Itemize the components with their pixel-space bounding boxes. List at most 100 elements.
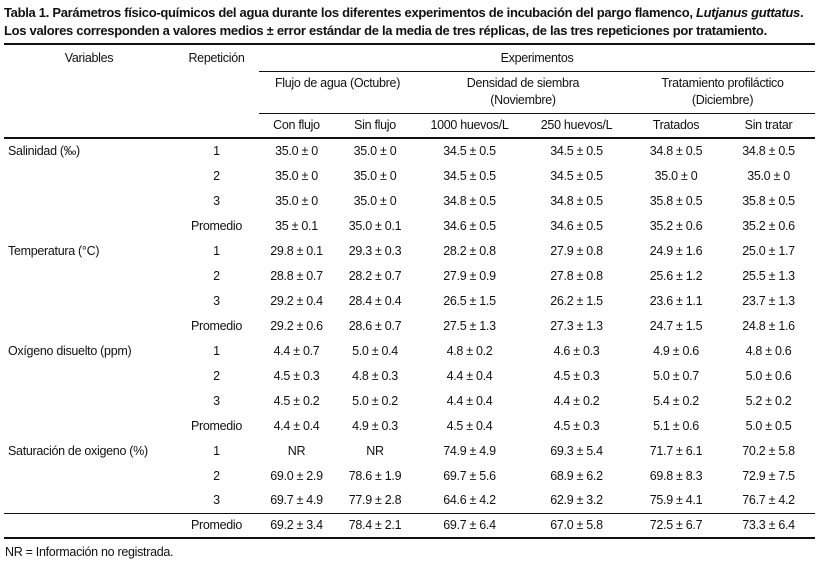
value-cell: 35.8 ± 0.5 [742, 193, 795, 208]
value-cell: 24.8 ± 1.6 [742, 318, 795, 333]
value-cell: 74.9 ± 4.9 [443, 443, 496, 458]
physico-chemical-parameters-table: Variables Repetición Experimentos Flujo … [4, 43, 816, 539]
repetition-label: 1 [213, 144, 220, 158]
value-cell: 34.8 ± 0.5 [443, 193, 496, 208]
value-cell: 4.6 ± 0.3 [553, 343, 600, 358]
variable-label: Saturación de oxigeno (%) [8, 443, 148, 458]
variable-label: Salinidad (‰) [8, 144, 80, 158]
table-row: 2 28.8 ± 0.7 28.2 ± 0.7 27.9 ± 0.9 27.8 ± 0.… [4, 263, 815, 288]
value-cell: 29.2 ± 0.4 [270, 293, 323, 308]
repetition-label: 3 [213, 193, 220, 208]
repetition-label: 2 [213, 168, 220, 183]
table-row: Promedio 35 ± 0.1 35.0 ± 0.1 34.6 ± 0.5 34.6… [4, 213, 815, 238]
value-cell: 4.4 ± 0.4 [446, 393, 493, 408]
variable-label [4, 188, 174, 213]
value-cell: 28.6 ± 0.7 [348, 318, 402, 333]
column-header-sin-flujo: Sin flujo [334, 113, 416, 139]
value-cell: 34.6 ± 0.5 [550, 218, 603, 233]
value-cell: 5.0 ± 0.4 [352, 343, 398, 358]
value-cell: 73.3 ± 6.4 [722, 512, 816, 538]
value-cell: 5.0 ± 0.6 [745, 368, 792, 383]
group-label-line2: (Noviembre) [490, 92, 556, 107]
value-cell: 69.7 ± 5.6 [443, 468, 496, 483]
repetition-label: 3 [213, 293, 220, 308]
repetition-label: Promedio [190, 418, 243, 433]
value-cell: 28.4 ± 0.4 [348, 293, 402, 308]
variable-label: Oxígeno disuelto (ppm) [8, 343, 132, 358]
value-cell: 5.0 ± 0.7 [653, 368, 699, 383]
value-cell: 23.7 ± 1.3 [742, 293, 795, 308]
table-body: Salinidad (‰) 1 35.0 ± 0 35.0 ± 0 34.5 ± 0.5… [4, 138, 816, 538]
column-header-con-flujo: Con flujo [259, 113, 334, 139]
value-cell: 25.6 ± 1.2 [649, 268, 703, 283]
value-cell: 27.5 ± 1.3 [443, 318, 496, 333]
variable-label [4, 363, 174, 388]
value-cell: 69.7 ± 4.9 [270, 493, 323, 508]
value-cell: 35.0 ± 0 [275, 144, 318, 158]
repetition-label: Promedio [174, 512, 259, 538]
value-cell: 4.4 ± 0.4 [446, 368, 493, 383]
variable-label [4, 512, 174, 538]
value-cell: 4.5 ± 0.4 [446, 418, 493, 433]
value-cell: 72.5 ± 6.7 [630, 512, 722, 538]
value-cell: 4.9 ± 0.3 [352, 418, 398, 433]
group-label-line1: Flujo de agua (Octubre) [274, 75, 401, 90]
value-cell: 26.5 ± 1.5 [443, 293, 496, 308]
column-header-repeticion: Repetición [188, 51, 245, 65]
column-header-tratados: Tratados [630, 113, 722, 139]
value-cell: 4.4 ± 0.2 [553, 393, 600, 408]
table-row: 2 4.5 ± 0.3 4.8 ± 0.3 4.4 ± 0.4 4.5 ± 0.3 5.0… [4, 363, 815, 388]
value-cell: 76.7 ± 4.2 [742, 493, 795, 508]
table-row: Promedio 69.2 ± 3.4 78.4 ± 2.1 69.7 ± 6.4 67… [4, 512, 816, 538]
header-spacer [4, 113, 259, 139]
caption-line2: Los valores corresponden a valores medio… [4, 23, 767, 38]
variable-label [4, 463, 174, 488]
value-cell: 34.8 ± 0.5 [550, 193, 603, 208]
value-cell: 72.9 ± 7.5 [742, 468, 795, 483]
value-cell: 34.5 ± 0.5 [443, 144, 496, 158]
value-cell: 4.5 ± 0.3 [553, 368, 600, 383]
header-row-columns: Con flujo Sin flujo 1000 huevos/L 250 hu… [4, 113, 816, 139]
variable-label [4, 388, 174, 413]
value-cell: 69.7 ± 6.4 [416, 512, 523, 538]
variable-label: Temperatura (°C) [8, 243, 100, 258]
value-cell: 27.8 ± 0.8 [550, 268, 603, 283]
value-cell: 4.4 ± 0.4 [273, 418, 320, 433]
value-cell: 27.9 ± 0.9 [443, 268, 496, 283]
variable-label [4, 163, 174, 188]
value-cell: 78.6 ± 1.9 [348, 468, 402, 483]
group-header-flujo-de-agua: Flujo de agua (Octubre) [259, 71, 416, 114]
value-cell: 25.0 ± 1.7 [742, 243, 795, 258]
value-cell: 28.8 ± 0.7 [270, 268, 323, 283]
group-header-densidad-de-siembra: Densidad de siembra (Noviembre) [416, 71, 630, 114]
value-cell: 75.9 ± 4.1 [649, 493, 703, 508]
repetition-label: Promedio [190, 318, 243, 333]
value-cell: 34.5 ± 0.5 [550, 144, 603, 158]
value-cell: 70.2 ± 5.8 [742, 443, 795, 458]
table-row: Promedio 4.4 ± 0.4 4.9 ± 0.3 4.5 ± 0.4 4.5 ±… [4, 413, 815, 438]
value-cell: 28.2 ± 0.7 [348, 268, 402, 283]
value-cell: 5.0 ± 0.5 [745, 418, 792, 433]
value-cell: 68.9 ± 6.2 [550, 468, 603, 483]
value-cell: 35.2 ± 0.6 [649, 218, 703, 233]
value-cell: 23.6 ± 1.1 [649, 293, 703, 308]
value-cell: 35.0 ± 0 [747, 168, 790, 183]
value-cell: 77.9 ± 2.8 [348, 493, 402, 508]
value-cell: 35.0 ± 0 [353, 144, 397, 158]
value-cell: 35.0 ± 0 [275, 168, 318, 183]
value-cell: 5.4 ± 0.2 [653, 393, 699, 408]
value-cell: 24.9 ± 1.6 [649, 243, 703, 258]
repetition-label: Promedio [190, 218, 243, 233]
caption-period: . [799, 5, 804, 20]
value-cell: 69.8 ± 8.3 [649, 468, 703, 483]
table-row: 3 69.7 ± 4.9 77.9 ± 2.8 64.6 ± 4.2 62.9 ± 3.… [4, 488, 815, 513]
value-cell: 69.2 ± 3.4 [259, 512, 334, 538]
variable-label [4, 263, 174, 288]
value-cell: 4.5 ± 0.3 [273, 368, 320, 383]
value-cell: 5.0 ± 0.2 [352, 393, 398, 408]
value-cell: 34.8 ± 0.5 [649, 144, 703, 158]
value-cell: 34.5 ± 0.5 [550, 168, 603, 183]
value-cell: NR [366, 443, 384, 458]
value-cell: 4.5 ± 0.3 [553, 418, 600, 433]
value-cell: 5.2 ± 0.2 [745, 393, 792, 408]
